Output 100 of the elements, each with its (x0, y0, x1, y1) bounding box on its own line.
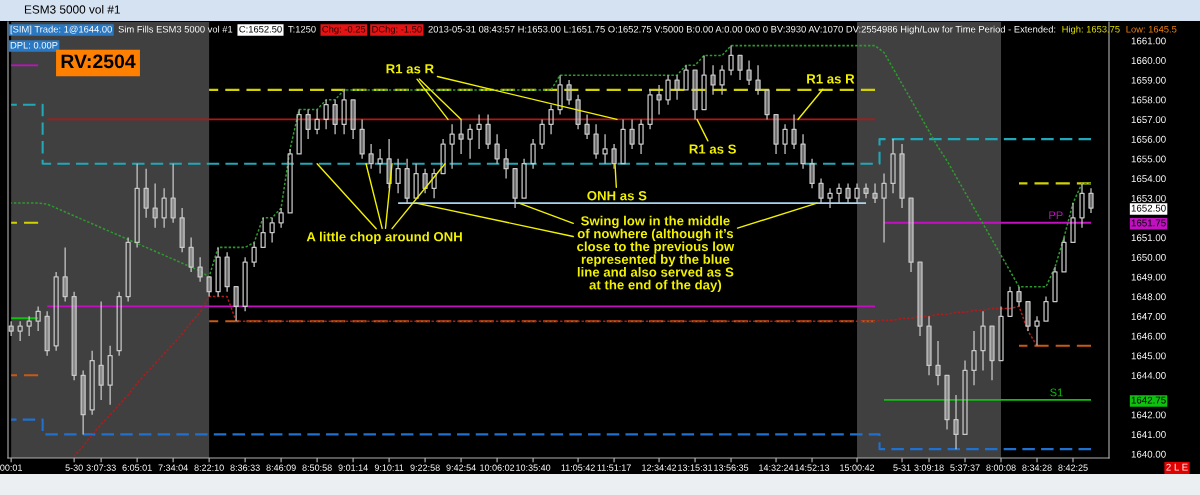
candlestick (449, 123, 455, 170)
candlestick (458, 118, 464, 155)
candlestick (269, 217, 275, 244)
candlestick (854, 182, 860, 204)
candlestick (1079, 182, 1085, 229)
x-tick-label: 14:52:13 (795, 464, 830, 471)
candlestick (476, 113, 482, 150)
candlestick (647, 89, 653, 130)
candlestick (521, 158, 527, 199)
y-tick-label: 1646.00 (1131, 332, 1166, 340)
x-tick-label: 8:00:08 (986, 464, 1016, 471)
candlestick (161, 187, 167, 229)
candlestick (584, 113, 590, 140)
candlestick (692, 69, 698, 121)
candlestick (296, 108, 302, 155)
candlestick (89, 350, 95, 416)
y-tick-label: 1657.00 (1131, 116, 1166, 124)
series-label: PP (1049, 211, 1063, 220)
annotation: T:1250 (288, 25, 316, 33)
candlestick (323, 99, 329, 130)
annotation: C:1652.50 (239, 25, 282, 33)
candlestick (728, 44, 734, 76)
candlestick (746, 59, 752, 86)
candlestick (341, 89, 347, 135)
candlestick (629, 118, 635, 150)
annotation: High: 1653.75 (1062, 25, 1120, 35)
y-tick-label: 1647.00 (1131, 313, 1166, 320)
candlestick (827, 187, 833, 209)
candlestick (1007, 286, 1013, 317)
candlestick (314, 108, 320, 135)
candlestick (908, 197, 914, 273)
candlestick (674, 74, 680, 101)
candlestick (188, 236, 194, 273)
x-tick-label: 8:42:25 (1058, 464, 1088, 471)
candlestick (710, 64, 716, 96)
candlestick (953, 394, 959, 450)
candlestick (512, 168, 518, 209)
annotation: R1 as S (689, 144, 736, 154)
annotation: Chg: -0.25 (322, 25, 366, 35)
candlestick (125, 236, 131, 303)
candlestick (413, 163, 419, 199)
annotation: DChg: -1.50 (372, 25, 422, 35)
candlestick (863, 182, 869, 199)
candlestick (782, 123, 788, 155)
candlestick (197, 256, 203, 283)
candlestick (503, 148, 509, 180)
annotation: ONH as S (587, 191, 647, 201)
candlestick (683, 64, 689, 91)
candlestick (359, 118, 365, 160)
y-tick-label: 1659.00 (1131, 76, 1166, 84)
candlestick (971, 330, 977, 386)
y-tick-label: 1651.00 (1131, 234, 1166, 242)
candlestick (26, 315, 32, 337)
candlestick (377, 148, 383, 175)
y-tick-label: 1648.00 (1131, 293, 1166, 301)
candlestick (557, 74, 563, 116)
x-tick-label: 3:09:18 (914, 464, 944, 471)
y-tick-label: 1660.00 (1131, 57, 1166, 64)
candlestick (35, 305, 41, 332)
candlestick (44, 310, 50, 357)
candlestick (332, 99, 338, 135)
candlestick (1088, 187, 1094, 214)
x-tick-label: 8:36:33 (230, 464, 260, 471)
annotation: DPL: 0.00P (10, 41, 58, 49)
candlestick (1043, 295, 1049, 322)
candlestick (620, 118, 626, 165)
y-tick-label: 1644.00 (1131, 372, 1166, 379)
candlestick (395, 158, 401, 194)
candlestick (638, 118, 644, 155)
candlestick (1034, 315, 1040, 347)
y-tick-label: 1656.00 (1131, 135, 1166, 143)
annotation: [SIM] Trade: 1@1644.00 (10, 25, 112, 35)
x-tick-label: 8:22:10 (194, 464, 224, 471)
candlestick (881, 172, 887, 244)
y-tick-label: 1645.00 (1131, 352, 1166, 360)
x-tick-label: 13:56:35 (714, 464, 749, 471)
candlestick (980, 310, 986, 372)
x-tick-label: 12:34:42 (642, 464, 677, 471)
candlestick (431, 168, 437, 199)
annotation: Swing low in the middle of nowhere (although it’s close to the previous low represented by the blue line and also served as S at the end of the day) (577, 215, 735, 293)
annotation: Sim Fills ESM3 5000 vol #1 (118, 25, 233, 33)
candlestick (422, 168, 428, 194)
x-tick-label: 9:01:14 (338, 464, 368, 471)
candlestick (944, 374, 950, 431)
candlestick (107, 345, 113, 406)
candlestick (170, 163, 176, 224)
candlestick (467, 123, 473, 160)
y-tick-label: 1651.75 (1131, 219, 1166, 227)
x-tick-label: 5-30 (65, 464, 83, 471)
candlestick (566, 79, 572, 106)
x-tick-label: 15:00:42 (840, 464, 875, 471)
text: Low: 1645.5 (1126, 25, 1177, 33)
candlestick (593, 123, 599, 160)
candlestick (242, 256, 248, 312)
candlestick (602, 133, 608, 165)
annotation: A little chop around ONH (306, 231, 462, 244)
candlestick (836, 182, 842, 204)
candlestick (251, 241, 257, 268)
annotation: RV:2504 (61, 54, 136, 69)
x-tick-label: 5:37:37 (950, 464, 980, 471)
